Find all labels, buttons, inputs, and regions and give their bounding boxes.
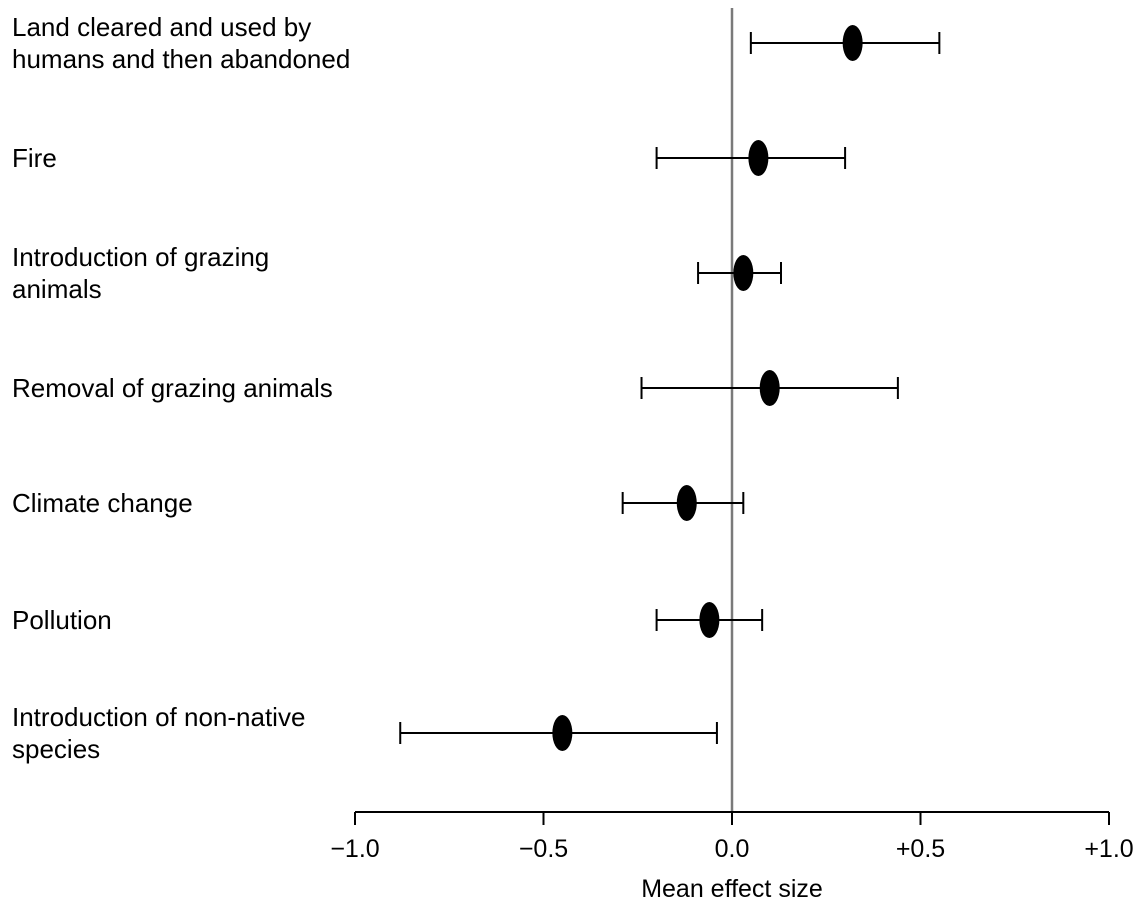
category-label: Land cleared and used by humans and then …	[12, 12, 350, 74]
mean-marker	[842, 25, 863, 61]
category-labels: Land cleared and used by humans and then …	[12, 12, 350, 764]
x-tick-label: +1.0	[1084, 835, 1133, 863]
category-label: Removal of grazing animals	[12, 373, 333, 403]
category-label: Introduction of grazing animals	[12, 242, 269, 304]
mean-marker	[552, 715, 573, 751]
x-tick-label: −0.5	[519, 835, 568, 863]
x-tick-label: +0.5	[896, 835, 945, 863]
category-label: Fire	[12, 143, 57, 173]
x-axis-title: Mean effect size	[641, 875, 823, 903]
mean-markers	[552, 25, 863, 751]
mean-marker	[759, 370, 780, 406]
error-bars	[399, 32, 941, 744]
mean-marker	[748, 140, 769, 176]
mean-marker	[699, 602, 720, 638]
mean-marker	[676, 485, 697, 521]
x-axis: −1.0 −0.5 0.0 +0.5 +1.0	[330, 811, 1134, 863]
x-tick-label: 0.0	[715, 835, 750, 863]
x-tick-label: −1.0	[330, 835, 379, 863]
category-label: Climate change	[12, 488, 193, 518]
mean-marker	[733, 255, 754, 291]
category-label: Pollution	[12, 605, 112, 635]
category-label: Introduction of non-native species	[12, 702, 305, 764]
